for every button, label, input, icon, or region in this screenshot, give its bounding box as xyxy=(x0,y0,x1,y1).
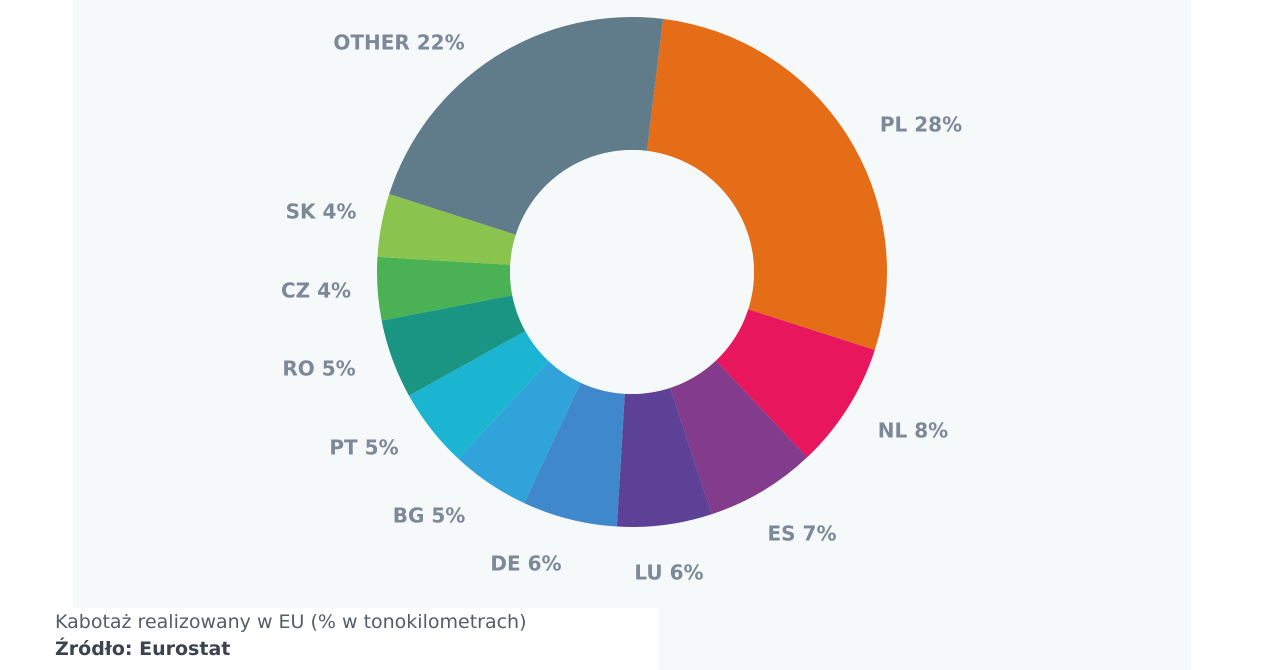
caption-box: Kabotaż realizowany w EU (% w tonokilome… xyxy=(50,608,658,670)
donut-hole xyxy=(510,150,754,394)
labels-group: PL 28% NL 8% ES 7% LU 6% DE 6% BG 5% PT 5% RO 5… xyxy=(281,31,962,585)
slice-label-other: OTHER 22% xyxy=(333,31,464,55)
slice-label-bg: BG 5% xyxy=(393,504,466,528)
slice-lu xyxy=(616,387,712,527)
slice-pt xyxy=(408,331,549,459)
slice-es xyxy=(670,360,808,515)
caption-source: Źródło: Eurostat xyxy=(55,638,231,660)
slice-label-ro: RO 5% xyxy=(282,357,355,381)
slice-label-de: DE 6% xyxy=(490,552,561,576)
slice-label-nl: NL 8% xyxy=(878,419,948,443)
slice-sk xyxy=(377,194,516,265)
slice-label-pt: PT 5% xyxy=(329,436,398,460)
caption-title: Kabotaż realizowany w EU (% w tonokilome… xyxy=(55,611,527,633)
slices-group xyxy=(377,16,887,527)
slice-label-es: ES 7% xyxy=(768,522,837,546)
slice-de xyxy=(524,382,625,527)
slice-label-pl: PL 28% xyxy=(880,113,962,137)
slice-label-sk: SK 4% xyxy=(286,200,357,224)
slice-nl xyxy=(715,309,875,458)
slice-cz xyxy=(377,256,513,321)
slice-pl xyxy=(646,18,887,350)
slice-label-cz: CZ 4% xyxy=(281,279,351,303)
slice-bg xyxy=(458,361,581,504)
slice-ro xyxy=(381,295,526,396)
slice-other xyxy=(389,16,664,235)
slice-label-lu: LU 6% xyxy=(634,561,703,585)
